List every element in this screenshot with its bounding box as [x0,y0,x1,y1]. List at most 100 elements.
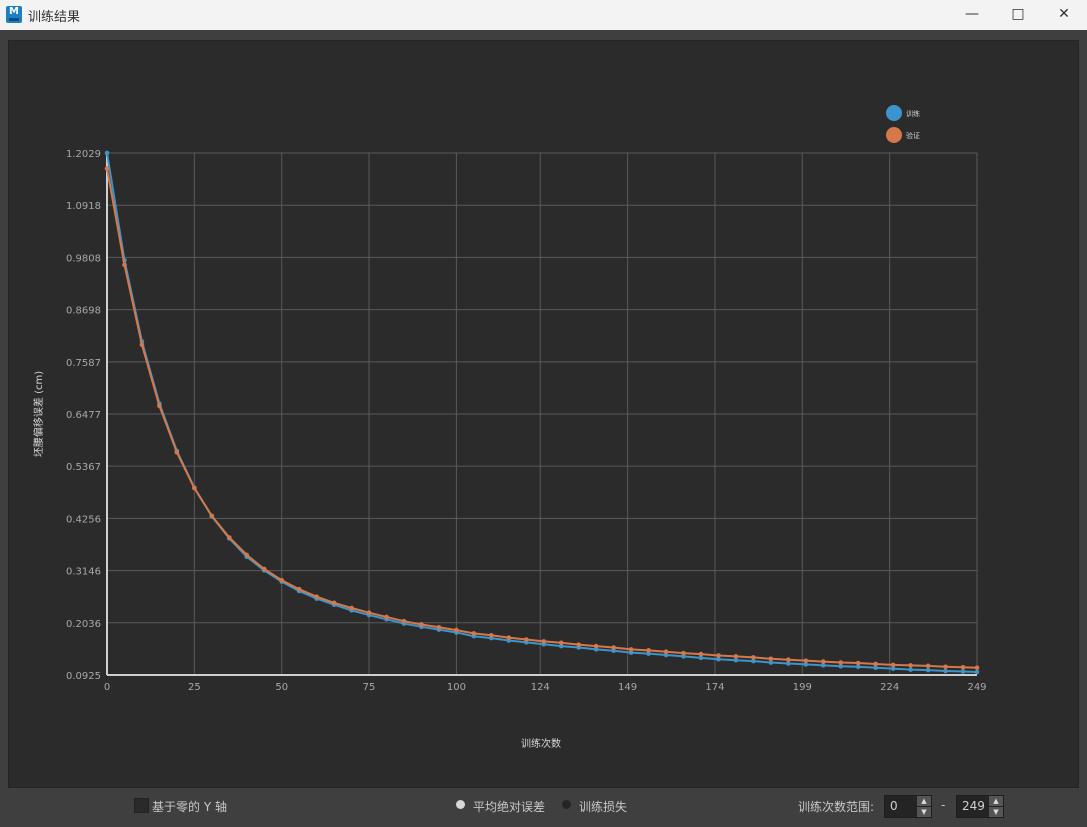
data-point [471,631,477,636]
data-point [663,649,669,655]
y-tick-label: 0.0925 [66,671,101,682]
maximize-icon[interactable]: □ [1011,6,1025,22]
data-point [489,632,494,638]
data-point [820,663,826,668]
y-tick-label: 1.0918 [66,201,101,212]
zero-y-label: 基于零的 Y 轴 [152,800,227,814]
spin-up-icon[interactable]: ▲ [917,796,931,806]
data-point [401,618,407,624]
data-point [786,657,791,663]
data-point [786,661,791,666]
zero-y-checkbox[interactable] [134,798,149,813]
x-tick-label: 249 [967,682,986,693]
data-point [558,640,564,646]
data-point [663,652,669,658]
data-point [366,610,372,616]
data-point [960,664,966,670]
title-bar: M 训练结果 — □ ✕ [0,0,1087,30]
spin-down-icon[interactable]: ▼ [989,807,1003,817]
data-point [733,657,739,663]
data-point [611,645,616,650]
data-point [681,650,686,656]
data-point [139,342,145,348]
range-label: 训练次数范围: [798,800,875,814]
data-point [943,668,948,674]
y-tick-label: 0.2036 [66,619,101,630]
data-point [681,654,686,659]
data-point [803,662,809,667]
radio-train-loss-label: 训练损失 [579,800,628,814]
x-tick-label: 25 [188,682,201,693]
data-point [908,663,913,668]
data-point [768,656,774,662]
x-tick-label: 199 [793,682,812,693]
radio-mae-label: 平均绝对误差 [473,800,546,814]
y-tick-label: 0.8698 [66,306,101,317]
data-point [716,656,721,662]
range-from-spinbox[interactable]: 0 ▲ ▼ [884,795,932,818]
data-point [974,665,980,671]
data-point [157,403,162,409]
data-point [698,655,704,661]
data-point [908,667,913,672]
y-tick-label: 1.2029 [66,149,101,160]
data-point [122,262,127,268]
x-tick-label: 75 [363,682,376,693]
data-point [751,655,756,660]
x-tick-label: 100 [447,682,466,693]
data-point [646,651,651,656]
data-point [974,669,980,675]
data-point [698,651,704,657]
data-point [873,665,878,671]
data-point [279,577,284,583]
x-tick-label: 50 [275,682,288,693]
x-tick-label: 224 [880,682,899,693]
data-point [960,669,966,674]
x-axis-label: 训练次数 [521,737,561,750]
minimize-icon[interactable]: — [965,6,979,22]
data-point [733,654,739,659]
data-point [593,647,599,652]
data-point [873,661,878,667]
spin-down-icon[interactable]: ▼ [917,807,931,817]
spin-up-icon[interactable]: ▲ [989,796,1003,806]
radio-mae[interactable] [456,800,465,809]
data-point [384,614,389,620]
range-to-spinbox[interactable]: 249 ▲ ▼ [956,795,1004,818]
y-axis-label: 坯腰偏移误差 (cm) [32,371,45,457]
data-point [890,662,896,668]
data-point [523,637,529,642]
data-point [209,513,215,519]
data-point [628,647,634,652]
data-point [628,650,634,655]
data-point [593,643,599,649]
data-point [838,664,844,669]
data-point [558,643,564,649]
x-tick-label: 124 [531,682,550,693]
data-point [261,566,267,572]
data-point [943,664,948,670]
data-point [855,664,861,670]
x-tick-label: 149 [618,682,637,693]
window-title: 训练结果 [28,10,81,25]
data-point [838,660,844,665]
legend-label: 训练 [906,109,920,118]
app-m-icon: M [6,6,22,23]
series-line-0 [106,152,978,673]
data-point [296,586,302,592]
x-tick-label: 174 [705,682,724,693]
data-point [855,660,861,666]
data-point [192,485,197,491]
legend-label: 验证 [906,131,920,140]
data-point [803,658,809,663]
data-point [716,653,721,658]
close-icon[interactable]: ✕ [1058,6,1070,22]
y-tick-label: 0.4256 [66,514,101,525]
range-to-value: 249 [962,799,985,813]
y-tick-label: 0.6477 [66,410,101,421]
range-from-value: 0 [890,799,898,813]
series-line-1 [106,168,978,669]
data-point [925,667,931,673]
radio-train-loss[interactable] [562,800,571,809]
data-point [174,450,180,455]
